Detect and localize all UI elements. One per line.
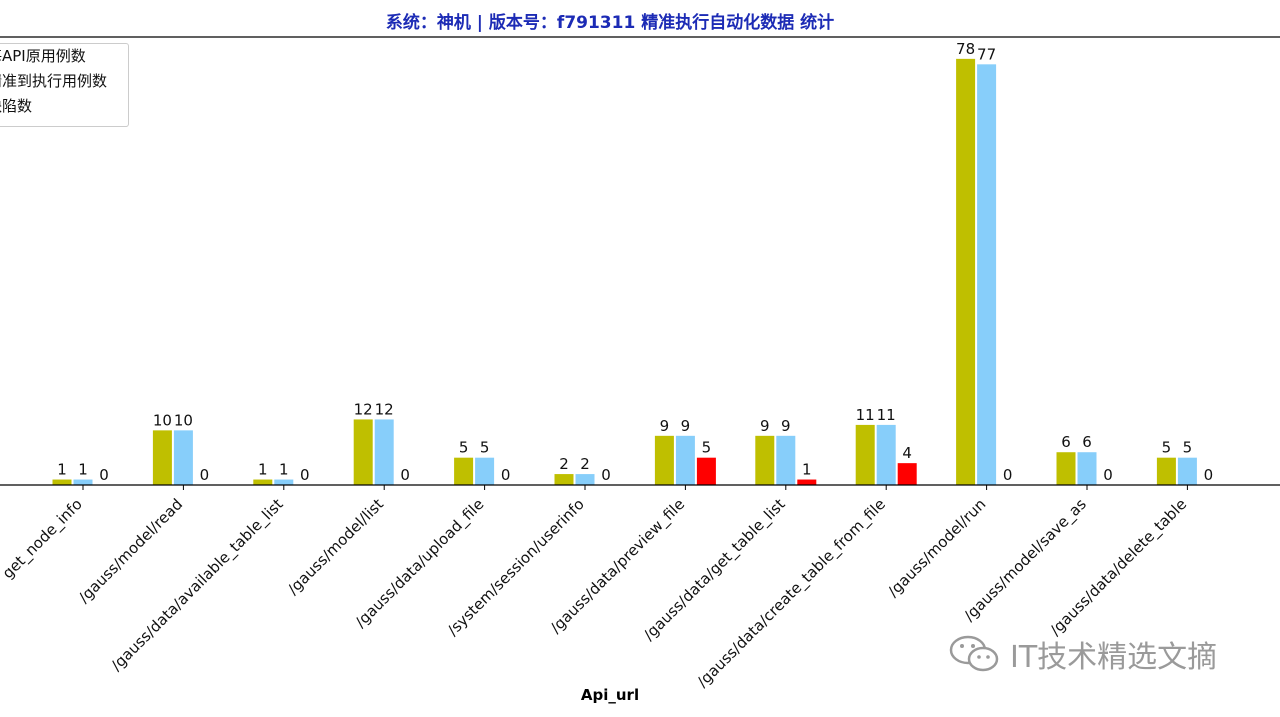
- data-label-s2-1: 1: [78, 461, 88, 479]
- bar-s2-3: [274, 479, 294, 485]
- legend-label-1: 每API原用例数: [0, 47, 86, 65]
- bar-s1-7: [654, 435, 674, 485]
- data-label-s2-10: 77: [977, 45, 996, 63]
- wechat-icon: [948, 634, 1002, 674]
- data-label-s2-3: 1: [279, 461, 289, 479]
- data-label-s1-12: 5: [1162, 439, 1172, 457]
- axes-group: [0, 36, 1280, 490]
- bar-s3-8: [797, 479, 817, 485]
- data-label-s1-10: 78: [956, 40, 975, 58]
- data-label-s1-9: 11: [856, 406, 875, 424]
- bar-s1-2: [152, 430, 172, 485]
- watermark: IT技术精选文摘: [948, 634, 1218, 675]
- watermark-text: IT技术精选文摘: [1010, 640, 1218, 675]
- bar-s2-6: [575, 474, 595, 485]
- bar-s2-10: [977, 64, 997, 485]
- data-label-s1-2: 10: [153, 411, 172, 429]
- legend: 每API原用例数 精准到执行用例数 缺陷数: [0, 43, 129, 127]
- data-label-s3-11: 0: [1103, 466, 1113, 484]
- legend-label-2: 精准到执行用例数: [0, 72, 108, 90]
- x-tick-label-1: get_node_info: [0, 495, 87, 583]
- data-label-s3-7: 5: [702, 439, 712, 457]
- x-tick-label-10: /gauss/model/run: [884, 495, 989, 600]
- bar-s2-11: [1077, 452, 1097, 485]
- data-label-s1-1: 1: [57, 461, 67, 479]
- bar-s1-8: [755, 435, 775, 485]
- data-label-s2-12: 5: [1183, 439, 1193, 457]
- data-label-s2-5: 5: [480, 439, 490, 457]
- legend-item-3: 缺陷数: [0, 94, 128, 119]
- x-tick-label-2: /gauss/model/read: [75, 495, 186, 606]
- data-label-s2-2: 10: [174, 411, 193, 429]
- bar-s1-9: [855, 424, 875, 485]
- bar-s3-7: [696, 457, 716, 485]
- x-tick-label-9: /gauss/data/create_table_from_file: [693, 495, 889, 691]
- bar-s1-11: [1056, 452, 1076, 485]
- bar-s2-4: [374, 419, 394, 485]
- data-label-s2-8: 9: [781, 417, 791, 435]
- data-label-s1-7: 9: [660, 417, 670, 435]
- bar-s2-5: [475, 457, 495, 485]
- x-axis-label: Api_url: [580, 686, 640, 704]
- data-label-s3-12: 0: [1204, 466, 1214, 484]
- data-label-s3-1: 0: [99, 466, 109, 484]
- bar-s2-12: [1177, 457, 1197, 485]
- data-label-s3-8: 1: [802, 461, 812, 479]
- data-label-s2-11: 6: [1082, 433, 1092, 451]
- bar-s1-10: [956, 58, 976, 485]
- data-label-s1-3: 1: [258, 461, 268, 479]
- data-label-s2-4: 12: [375, 400, 394, 418]
- x-tick-label-4: /gauss/model/list: [284, 495, 387, 598]
- bar-s2-7: [675, 435, 695, 485]
- chart-title: 系统：神机 | 版本号：f791311 精准执行自动化数据 统计: [385, 13, 835, 33]
- data-label-s3-5: 0: [501, 466, 511, 484]
- bar-s1-3: [253, 479, 273, 485]
- data-label-s3-3: 0: [300, 466, 310, 484]
- bar-s1-12: [1156, 457, 1176, 485]
- bar-s3-9: [897, 463, 917, 485]
- data-label-s3-9: 4: [902, 444, 912, 462]
- bar-s1-6: [554, 474, 574, 485]
- bar-s1-1: [52, 479, 72, 485]
- x-tick-label-3: /gauss/data/available_table_list: [107, 495, 287, 675]
- bar-s1-5: [454, 457, 474, 485]
- legend-item-2: 精准到执行用例数: [0, 69, 128, 94]
- data-label-s3-10: 0: [1003, 466, 1013, 484]
- data-label-s3-2: 0: [200, 466, 210, 484]
- data-label-s1-4: 12: [354, 400, 373, 418]
- data-label-s2-9: 11: [877, 406, 896, 424]
- data-label-s1-6: 2: [559, 455, 569, 473]
- data-label-s1-8: 9: [760, 417, 770, 435]
- bar-s2-1: [73, 479, 93, 485]
- bar-s2-2: [173, 430, 193, 485]
- legend-label-3: 缺陷数: [0, 97, 33, 115]
- bar-s1-4: [353, 419, 373, 485]
- bar-s2-9: [876, 424, 896, 485]
- legend-item-1: 每API原用例数: [0, 44, 128, 69]
- data-label-s1-11: 6: [1061, 433, 1071, 451]
- data-label-s3-6: 0: [601, 466, 611, 484]
- data-label-s1-5: 5: [459, 439, 469, 457]
- bars-group: [52, 58, 1197, 485]
- data-label-s2-6: 2: [580, 455, 590, 473]
- bar-s2-8: [776, 435, 796, 485]
- data-label-s2-7: 9: [681, 417, 691, 435]
- data-label-s3-4: 0: [400, 466, 410, 484]
